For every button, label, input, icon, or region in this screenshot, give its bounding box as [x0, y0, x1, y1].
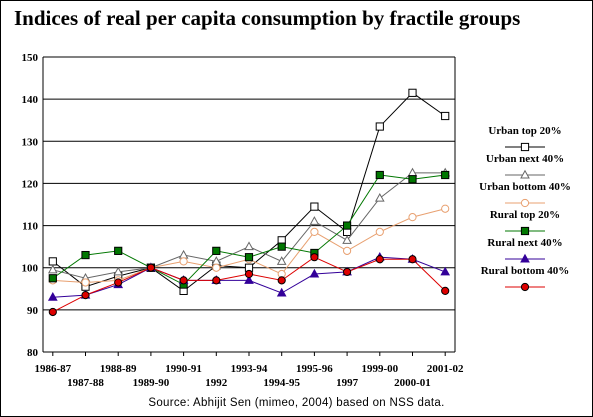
data-point	[441, 170, 450, 180]
data-point	[375, 227, 384, 236]
y-tick-label: 100	[22, 263, 39, 275]
data-point	[310, 202, 319, 211]
data-point	[375, 255, 384, 264]
legend-label: Urban top 20%	[488, 125, 561, 137]
chart-title: Indices of real per capita consumption b…	[14, 6, 521, 30]
legend-marker	[520, 198, 530, 208]
data-point	[408, 88, 417, 97]
data-point	[277, 276, 286, 285]
data-point	[276, 256, 287, 265]
data-point	[146, 263, 156, 272]
x-tick-label: 1997	[336, 377, 359, 389]
x-tick-label: 1989-90	[133, 377, 170, 389]
data-point	[342, 246, 352, 255]
legend-label: Rural top 20%	[490, 209, 560, 221]
x-tick-label: 1992	[205, 377, 228, 389]
data-point	[408, 175, 417, 184]
data-point	[81, 278, 90, 287]
data-point	[408, 255, 417, 264]
y-tick-label: 130	[22, 136, 39, 148]
y-tick-label: 90	[27, 305, 39, 317]
y-tick-label: 110	[22, 221, 38, 233]
data-point	[48, 257, 57, 266]
y-tick-label: 120	[22, 178, 39, 190]
data-point	[441, 111, 450, 121]
x-tick-label: 1988-89	[100, 363, 137, 375]
data-point	[212, 246, 221, 255]
legend-marker	[520, 169, 530, 179]
x-tick-label: 1990-91	[165, 363, 202, 375]
data-point	[310, 227, 319, 236]
data-point	[375, 170, 384, 180]
x-tick-label: 2001-02	[427, 363, 464, 375]
data-point	[48, 307, 57, 317]
x-tick-label: 1995-96	[296, 363, 333, 375]
x-tick-label: 1994-95	[263, 377, 300, 389]
data-point	[441, 286, 450, 295]
data-point	[342, 221, 352, 230]
legend-marker	[520, 282, 530, 292]
data-point	[244, 253, 254, 262]
x-tick-label: 1986-87	[34, 363, 71, 375]
data-point	[47, 291, 58, 301]
data-point	[374, 192, 385, 202]
data-point	[342, 235, 352, 244]
data-point	[309, 268, 320, 278]
legend-marker	[520, 253, 530, 263]
data-point	[375, 122, 384, 131]
data-point	[114, 246, 123, 255]
data-point	[407, 167, 418, 177]
data-point	[310, 253, 319, 262]
source-note: Source: Abhijit Sen (mimeo, 2004) based …	[148, 397, 445, 409]
y-tick-label: 150	[22, 52, 39, 64]
data-point	[178, 249, 189, 259]
x-tick-label: 1993-94	[231, 363, 268, 375]
x-tick-label: 1987-88	[67, 377, 104, 389]
y-tick-label: 80	[27, 347, 39, 359]
x-tick-label: 2000-01	[394, 377, 431, 389]
data-point	[179, 276, 188, 285]
data-point	[244, 269, 254, 279]
data-point	[179, 257, 188, 266]
data-point	[244, 241, 254, 251]
legend-label: Urban next 40%	[486, 153, 564, 165]
data-point	[212, 263, 221, 272]
data-point	[212, 276, 221, 285]
data-point	[441, 204, 450, 213]
legend-marker	[520, 142, 530, 152]
data-point	[440, 266, 451, 276]
data-point	[276, 287, 287, 297]
data-point	[342, 267, 352, 277]
x-tick-label: 1999-00	[361, 363, 398, 375]
y-tick-label: 140	[22, 94, 39, 106]
data-point	[309, 216, 320, 225]
data-point	[81, 250, 90, 260]
data-point	[277, 242, 286, 251]
data-point	[48, 274, 57, 283]
data-point	[114, 278, 123, 287]
legend-marker	[520, 226, 530, 236]
legend-label: Urban bottom 40%	[479, 181, 571, 193]
data-point	[408, 213, 417, 222]
data-point	[113, 266, 124, 276]
legend-label: Rural bottom 40%	[481, 265, 570, 277]
data-point	[244, 275, 254, 284]
data-point	[47, 264, 58, 274]
data-point	[81, 291, 90, 300]
legend-label: Rural next 40%	[487, 237, 562, 249]
